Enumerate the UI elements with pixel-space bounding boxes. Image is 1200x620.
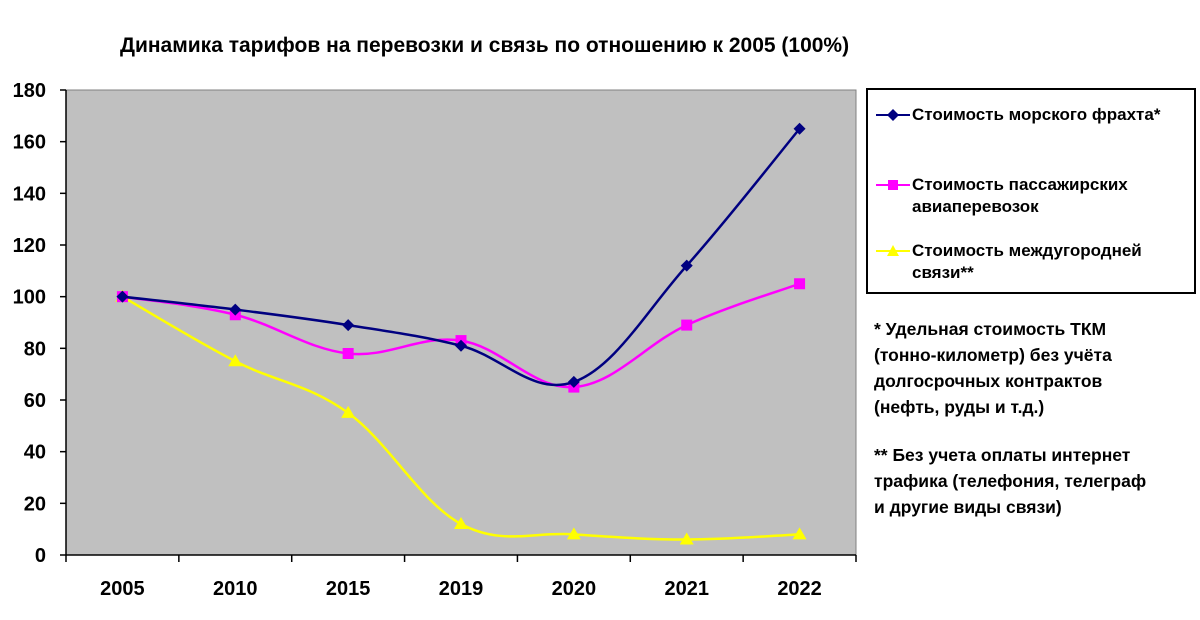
data-point-square — [794, 278, 806, 290]
y-tick-label: 20 — [24, 493, 46, 515]
y-tick-label: 180 — [13, 80, 46, 102]
x-tick-label: 2021 — [664, 578, 709, 600]
legend-label-air-travel: Стоимость пассажирских авиаперевозок — [912, 174, 1200, 218]
y-tick-label: 80 — [24, 338, 46, 360]
data-point-diamond — [680, 259, 693, 272]
legend-line: Стоимость пассажирских — [912, 175, 1128, 194]
plot-area — [65, 89, 857, 556]
legend-line: Стоимость междугородней — [912, 241, 1142, 260]
x-tick-label: 2020 — [552, 578, 597, 600]
x-tick-label: 2010 — [213, 578, 258, 600]
data-point-triangle — [679, 532, 694, 545]
y-axis-ticks: 0 20 40 60 80 100 120 140 160 180 — [13, 80, 66, 567]
data-point-diamond — [229, 303, 242, 316]
legend: Стоимость морского фрахта* Стоимость пас… — [866, 88, 1196, 294]
legend-label-long-distance: Стоимость междугородней связи** — [912, 240, 1200, 284]
legend-line: авиаперевозок — [912, 197, 1039, 216]
x-tick-label: 2005 — [100, 578, 145, 600]
data-point-diamond — [116, 290, 129, 303]
data-point-triangle — [341, 405, 356, 418]
data-point-triangle — [792, 527, 807, 540]
data-point-square — [681, 319, 693, 331]
data-point-square — [342, 348, 354, 359]
legend-swatch-triangle — [876, 245, 910, 256]
y-tick-label: 160 — [13, 132, 46, 154]
data-point-triangle — [228, 354, 243, 367]
y-tick-label: 140 — [13, 183, 46, 205]
footnote-tkm: * Удельная стоимость ТКМ (тонно-километр… — [874, 319, 1112, 417]
legend-line: связи** — [912, 263, 974, 282]
x-tick-label: 2015 — [326, 578, 371, 600]
x-tick-label: 2019 — [439, 578, 484, 600]
data-point-diamond — [342, 319, 355, 332]
footnote-internet: ** Без учета оплаты интернет трафика (те… — [874, 445, 1147, 517]
y-tick-label: 40 — [24, 442, 46, 464]
legend-swatch-square — [876, 180, 910, 190]
data-point-diamond — [793, 122, 806, 135]
data-point-triangle — [566, 527, 581, 540]
legend-label-sea-freight: Стоимость морского фрахта* — [912, 104, 1200, 126]
y-tick-label: 60 — [24, 390, 46, 412]
y-tick-label: 0 — [35, 545, 46, 567]
series-layer — [115, 122, 807, 545]
chart-title: Динамика тарифов на перевозки и связь по… — [120, 34, 849, 57]
legend-swatch-diamond — [876, 109, 910, 121]
data-point-diamond — [567, 375, 580, 388]
y-tick-label: 100 — [13, 287, 46, 309]
x-axis-ticks: 2005 2010 2015 2019 2020 2021 2022 — [65, 555, 857, 600]
x-tick-label: 2022 — [777, 578, 822, 600]
y-tick-label: 120 — [13, 235, 46, 257]
data-point-triangle — [454, 517, 468, 529]
legend-line: Стоимость морского фрахта* — [912, 105, 1161, 124]
data-point-diamond — [455, 339, 467, 352]
